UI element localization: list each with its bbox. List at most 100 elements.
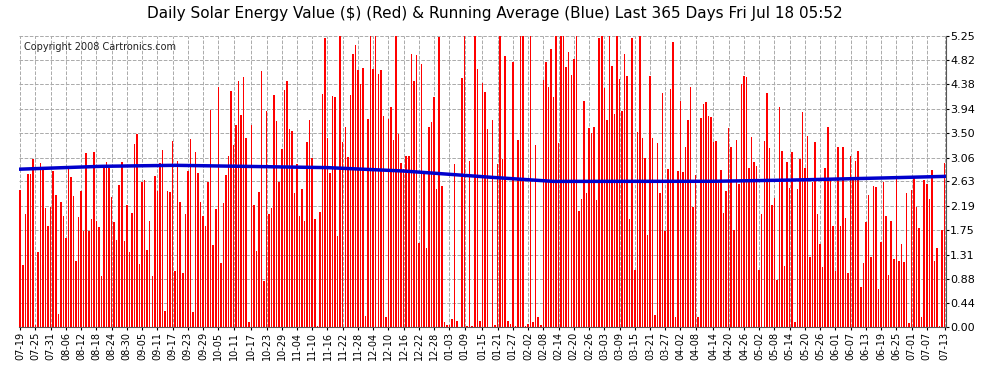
Bar [137,134,138,327]
Bar [609,22,610,327]
Bar [611,66,613,327]
Bar [591,133,592,327]
Bar [919,228,920,327]
Bar [62,216,64,327]
Bar [820,244,821,327]
Bar [756,166,757,327]
Bar [406,156,407,327]
Bar [273,95,275,327]
Bar [283,90,285,327]
Bar [210,110,212,327]
Bar [154,176,155,327]
Bar [629,219,631,327]
Bar [596,200,597,327]
Bar [126,205,128,327]
Bar [258,192,259,327]
Bar [916,207,918,327]
Bar [278,182,280,327]
Bar [570,75,572,327]
Bar [50,207,51,327]
Bar [733,230,735,327]
Bar [164,312,165,327]
Bar [65,238,66,327]
Bar [880,242,882,327]
Bar [479,321,480,327]
Bar [873,186,874,327]
Bar [934,261,936,327]
Bar [20,190,21,327]
Bar [304,221,305,327]
Bar [124,241,125,327]
Bar [791,152,793,327]
Bar [547,87,549,327]
Bar [624,54,626,327]
Bar [926,184,928,327]
Bar [121,162,123,327]
Bar [921,317,923,327]
Bar [523,32,524,327]
Bar [385,317,387,327]
Bar [883,182,884,327]
Bar [860,287,861,327]
Bar [604,88,605,327]
Bar [634,270,636,327]
Bar [830,180,831,327]
Bar [380,70,381,327]
Bar [530,22,532,327]
Bar [359,84,361,327]
Bar [517,140,519,327]
Bar [347,157,348,327]
Bar [507,321,509,327]
Bar [223,203,224,327]
Bar [557,143,559,327]
Bar [215,210,217,327]
Bar [817,214,819,327]
Bar [142,182,143,327]
Bar [233,145,235,327]
Bar [700,118,702,327]
Bar [849,156,851,327]
Bar [710,117,712,327]
Bar [606,120,608,327]
Bar [622,111,623,327]
Bar [492,120,493,327]
Bar [166,191,168,327]
Bar [535,145,537,327]
Bar [423,171,425,327]
Bar [750,137,752,327]
Bar [847,273,848,327]
Bar [172,141,173,327]
Bar [680,101,681,327]
Bar [741,84,742,327]
Bar [484,92,486,327]
Bar [862,262,864,327]
Bar [619,80,621,327]
Bar [403,169,405,327]
Bar [291,130,293,327]
Bar [268,214,270,327]
Bar [640,22,641,327]
Bar [177,162,178,327]
Bar [581,200,582,327]
Bar [67,166,69,327]
Bar [543,81,545,327]
Bar [434,97,435,327]
Bar [151,276,153,327]
Bar [644,158,645,327]
Bar [528,324,529,327]
Bar [253,205,254,327]
Bar [499,22,501,327]
Bar [739,184,740,327]
Bar [352,54,353,327]
Bar [565,67,567,327]
Bar [250,125,252,327]
Bar [309,120,311,327]
Bar [228,156,230,327]
Bar [723,213,725,327]
Bar [103,166,105,327]
Bar [560,32,562,327]
Bar [632,38,633,327]
Bar [255,251,257,327]
Bar [265,111,267,327]
Bar [372,69,374,327]
